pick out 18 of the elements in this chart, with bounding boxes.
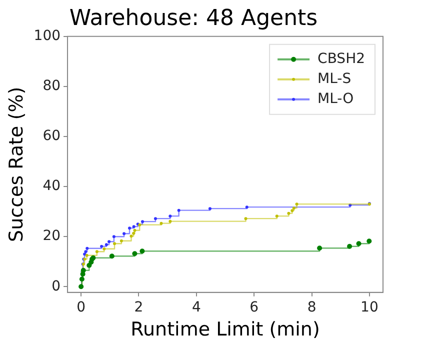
y-tick-label: 40: [42, 178, 61, 194]
y-axis-title: Succes Rate (%): [5, 86, 28, 242]
y-tick-label: 80: [42, 78, 61, 94]
x-tick-label: 2: [134, 299, 144, 316]
legend-label: ML-O: [318, 91, 354, 108]
legend-label: ML-S: [318, 71, 352, 88]
y-tick-label: 100: [34, 28, 61, 44]
y-tick-label: 20: [42, 228, 61, 244]
x-tick-label: 4: [192, 299, 201, 316]
y-tick-label: 60: [42, 128, 61, 144]
x-tick-label: 10: [360, 299, 378, 316]
chart-title: Warehouse: 48 Agents: [69, 6, 318, 31]
x-tick-label: 0: [76, 299, 86, 316]
y-tick-label: 0: [52, 278, 61, 294]
legend-label: CBSH2: [318, 51, 366, 68]
x-axis-title: Runtime Limit (min): [130, 318, 320, 341]
x-tick-label: 8: [307, 299, 316, 316]
x-tick-label: 6: [250, 299, 259, 316]
